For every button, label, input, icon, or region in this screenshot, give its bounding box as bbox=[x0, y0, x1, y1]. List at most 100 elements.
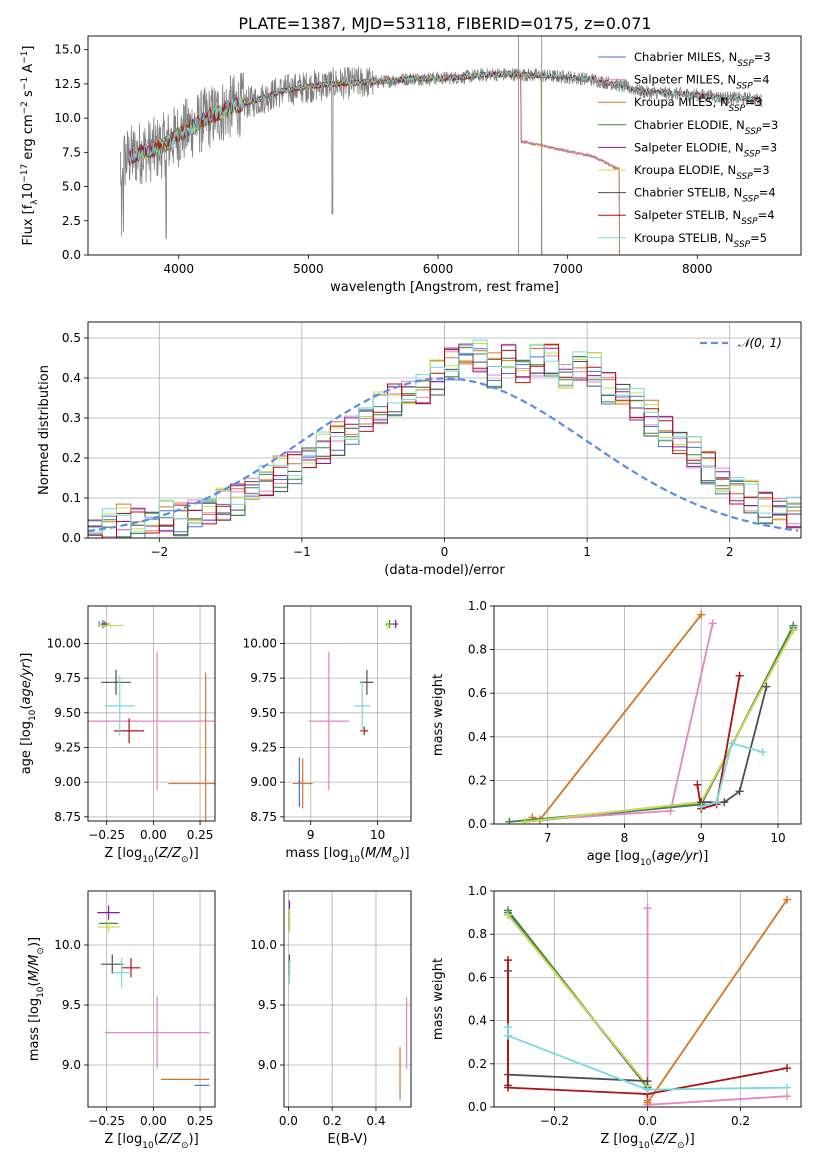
x-tick-label: 4000 bbox=[163, 262, 194, 276]
label-part: =3 bbox=[760, 140, 777, 154]
x-axis-label: mass [log10(M/M⊙)] bbox=[285, 846, 409, 865]
label-part: =3 bbox=[761, 118, 778, 132]
y-tick-label: 10.00 bbox=[47, 636, 81, 650]
errorbar-salpeter-stelib bbox=[360, 726, 369, 735]
model-spectrum-kroupa-stelib bbox=[129, 70, 762, 164]
label-part: ( bbox=[154, 846, 159, 861]
label-part: ⊙ bbox=[392, 855, 400, 865]
y-tick-label: 9.5 bbox=[62, 998, 81, 1012]
label-part: mass [log bbox=[27, 998, 42, 1061]
y-tick-label: 9.75 bbox=[250, 671, 277, 685]
model-spectrum-chabrier-elodie bbox=[127, 70, 543, 255]
label-part: )] bbox=[189, 1132, 199, 1147]
label-part: =5 bbox=[750, 231, 767, 245]
errorbar-salpeter-stelib bbox=[114, 718, 145, 744]
label-part: Kroupa STELIB, N bbox=[634, 231, 734, 245]
label-part: SSP bbox=[744, 149, 761, 159]
series-marker bbox=[783, 1092, 792, 1101]
series-marker bbox=[783, 1064, 792, 1073]
series-marker bbox=[727, 739, 736, 748]
x-tick-label: 10 bbox=[370, 828, 385, 842]
y-axis-label: age [log10(age/yr)] bbox=[19, 653, 38, 775]
y-tick-label: 1.0 bbox=[468, 884, 487, 898]
label-part: ( bbox=[19, 705, 34, 710]
y-tick-label: 0.4 bbox=[468, 1014, 487, 1028]
label-part: M/M bbox=[365, 846, 392, 861]
series-marker bbox=[643, 1077, 652, 1086]
x-tick-label: 0.25 bbox=[187, 828, 214, 842]
series-marker bbox=[735, 787, 744, 796]
legend-label: Chabrier STELIB, NSSP=4 bbox=[634, 186, 776, 205]
errorbar-kroupa-stelib bbox=[354, 680, 371, 731]
label-part: age/yr bbox=[656, 849, 699, 864]
series-line-salpeter-miles bbox=[540, 623, 714, 821]
x-tick-label: −0.2 bbox=[540, 1114, 569, 1128]
errorbar-kroupa-stelib bbox=[112, 958, 131, 987]
label-part: Kroupa MILES, N bbox=[634, 95, 729, 109]
y-tick-label: 0.6 bbox=[468, 686, 487, 700]
series-marker bbox=[708, 619, 717, 628]
label-part: −1 bbox=[20, 51, 30, 64]
axes-frame bbox=[283, 890, 412, 1108]
x-tick-label: 0 bbox=[441, 545, 449, 559]
x-tick-label: 7000 bbox=[552, 262, 583, 276]
y-tick-label: 10.0 bbox=[54, 111, 81, 125]
label-part: Salpeter STELIB, N bbox=[634, 208, 741, 222]
label-part: 10 bbox=[142, 855, 154, 865]
series-marker bbox=[503, 1083, 512, 1092]
label-part: −2 bbox=[20, 101, 30, 114]
axes-frame bbox=[493, 605, 802, 825]
x-tick-label: 5000 bbox=[293, 262, 324, 276]
x-axis-label: wavelength [Angstrom, rest frame] bbox=[330, 280, 559, 295]
y-tick-label: 0.8 bbox=[468, 643, 487, 657]
x-tick-label: 10 bbox=[770, 831, 785, 845]
label-part: Chabrier STELIB, N bbox=[634, 186, 742, 200]
series-lines bbox=[505, 610, 798, 824]
normal-curve bbox=[88, 377, 799, 533]
y-axis-label: mass weight bbox=[431, 958, 446, 1040]
x-tick-label: −1 bbox=[293, 545, 311, 559]
histogram-salpeter-stelib bbox=[88, 343, 801, 538]
series-marker bbox=[503, 1031, 512, 1040]
y-axis-label: mass [log10(M/M⊙)] bbox=[27, 937, 46, 1061]
mass_weight_vs_Z-panel: −0.2 0.0 0.2 0.0 0.2 0.4 0.6 0.8 1.0 Z [log10(Z/Z… bbox=[431, 884, 802, 1151]
series-marker bbox=[712, 798, 721, 807]
series-marker bbox=[643, 904, 652, 913]
x-axis-label: Z [log10(Z/Z⊙)] bbox=[600, 1132, 694, 1151]
x-tick-label: 0.25 bbox=[187, 1114, 214, 1128]
series-marker bbox=[693, 780, 702, 789]
y-tick-label: 5.0 bbox=[62, 180, 81, 194]
spectrum-lines bbox=[120, 36, 763, 255]
x-tick-label: 8 bbox=[621, 831, 629, 845]
label-part: )] bbox=[399, 846, 409, 861]
axes-frame bbox=[493, 890, 802, 1108]
y-tick-label: 10.0 bbox=[54, 938, 81, 952]
histogram-lines bbox=[88, 339, 801, 538]
series-marker bbox=[762, 682, 771, 691]
axes-frame bbox=[87, 321, 802, 539]
legend-label: Kroupa MILES, NSSP=3 bbox=[634, 95, 762, 114]
y-tick-label: 9.25 bbox=[54, 740, 81, 754]
errorbars bbox=[97, 905, 210, 1087]
label-part: ( bbox=[650, 1132, 655, 1147]
y-tick-label: 9.50 bbox=[54, 706, 81, 720]
x-axis-label: (data-model)/error bbox=[384, 563, 505, 578]
label-part: Z [log bbox=[104, 846, 142, 861]
series-marker bbox=[503, 956, 512, 965]
errorbar-kroupa-elodie bbox=[97, 921, 120, 933]
y-tick-label: 0.8 bbox=[468, 927, 487, 941]
errorbar-chabrier-stelib bbox=[101, 669, 131, 695]
y-tick-label: 0.5 bbox=[62, 331, 81, 345]
y-tick-label: 0.6 bbox=[468, 970, 487, 984]
errorbar-chabrier-stelib bbox=[101, 954, 124, 974]
y-tick-label: 9.5 bbox=[258, 998, 277, 1012]
axes-frame bbox=[87, 605, 216, 822]
label-part: 10 bbox=[21, 183, 36, 200]
label-part: =4 bbox=[758, 208, 775, 222]
label-part: 10 bbox=[36, 986, 46, 998]
axes-frame bbox=[87, 890, 216, 1108]
label-part: ⊙ bbox=[181, 1141, 189, 1151]
series-marker bbox=[735, 671, 744, 680]
